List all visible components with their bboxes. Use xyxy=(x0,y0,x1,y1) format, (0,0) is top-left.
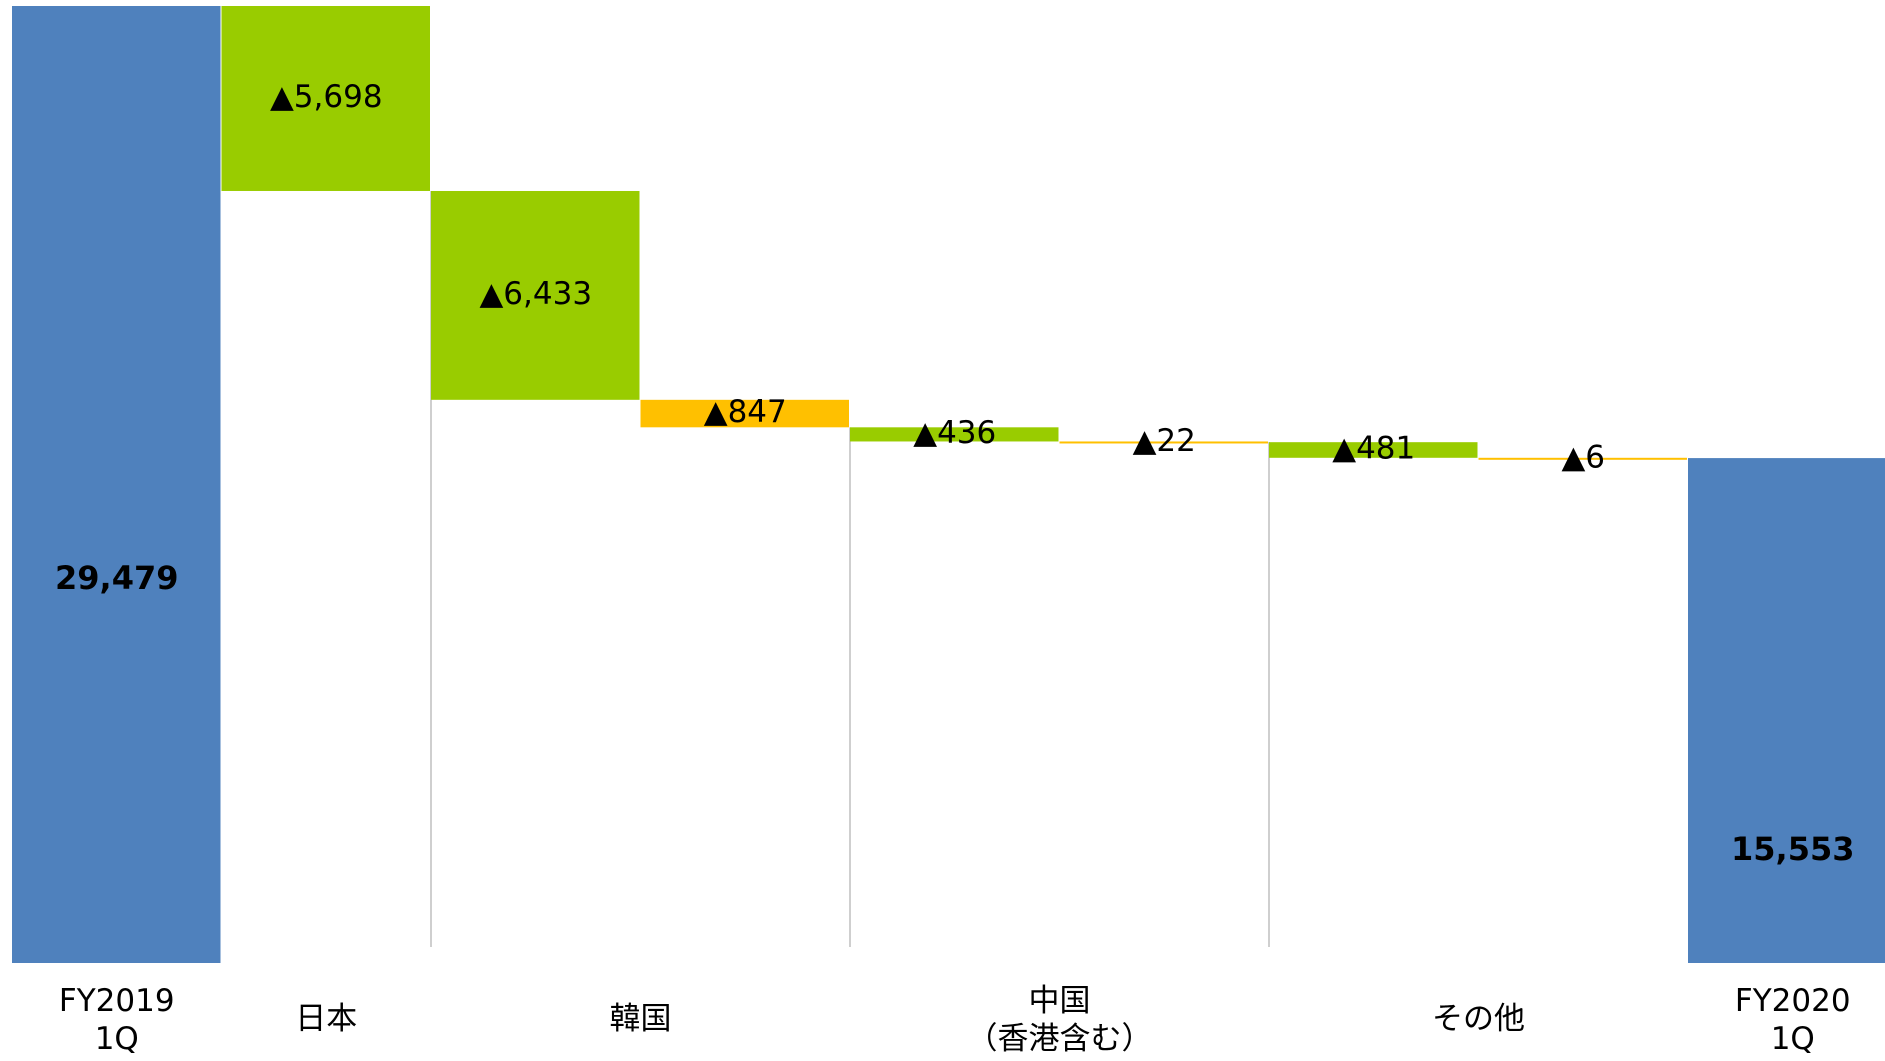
x-tick-line: 中国 xyxy=(1029,983,1091,1019)
x-tick-line: 1Q xyxy=(1771,1021,1815,1057)
bar xyxy=(850,427,1059,442)
x-tick-label: その他 xyxy=(1432,1001,1525,1037)
x-tick-line: 1Q xyxy=(95,1021,139,1057)
x-tick-line: 韓国 xyxy=(610,1001,672,1037)
x-tick-label: FY2020 1Q xyxy=(1735,983,1851,1057)
bar xyxy=(221,6,430,191)
x-tick-label: FY2019 1Q xyxy=(59,983,175,1057)
bar xyxy=(1059,441,1268,444)
x-tick-line: その他 xyxy=(1432,1001,1525,1037)
data-label: ▲481 xyxy=(1332,430,1415,466)
bar xyxy=(431,190,640,400)
bar xyxy=(1688,458,1885,963)
x-tick-line: （香港含む） xyxy=(967,1021,1153,1057)
data-label: ▲5,698 xyxy=(270,79,383,115)
data-label: 15,553 xyxy=(1731,830,1854,868)
x-tick-line: FY2020 xyxy=(1735,983,1851,1019)
bar xyxy=(1478,457,1687,460)
bar xyxy=(1269,442,1478,458)
data-label: ▲22 xyxy=(1133,423,1196,459)
data-label: ▲6 xyxy=(1561,439,1605,475)
x-tick-line: FY2019 xyxy=(59,983,175,1019)
x-tick-label: 日本 xyxy=(295,1001,357,1037)
x-tick-label: 韓国 xyxy=(610,1001,672,1037)
data-label: ▲6,433 xyxy=(479,276,592,312)
data-label: ▲847 xyxy=(704,394,787,430)
bar xyxy=(640,399,849,428)
bar xyxy=(12,6,221,963)
data-label: 29,479 xyxy=(55,559,178,597)
data-label: ▲436 xyxy=(913,415,996,451)
x-tick-label: 中国（香港含む） xyxy=(967,983,1153,1057)
x-tick-line: 日本 xyxy=(295,1001,357,1037)
